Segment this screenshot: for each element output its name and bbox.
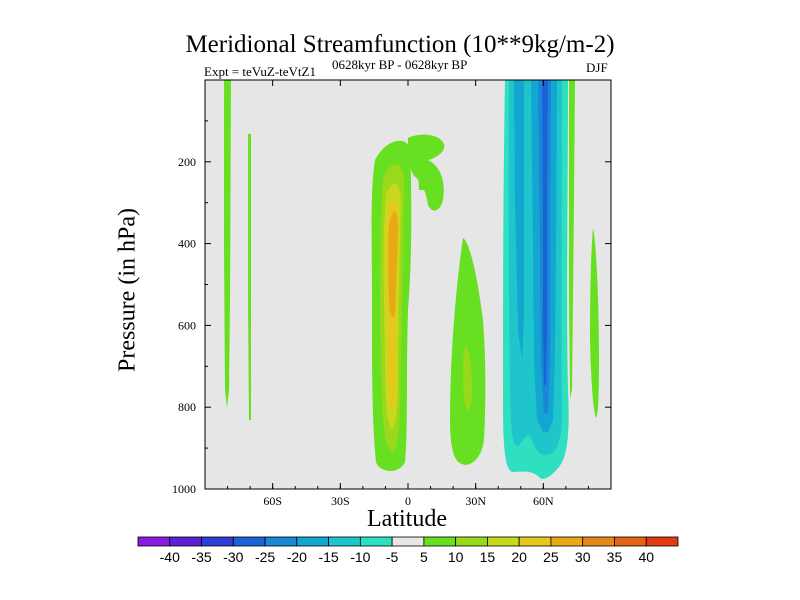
y-tick-label: 600 — [178, 318, 196, 332]
colorbar-label: -25 — [255, 549, 275, 565]
colorbar-label: -40 — [160, 549, 180, 565]
contour-south-subpolar-band — [248, 134, 251, 420]
colorbar-label: 25 — [543, 549, 559, 565]
x-tick-label: 60N — [533, 494, 554, 508]
colorbar-swatch — [264, 536, 298, 547]
colorbar-label: 15 — [480, 549, 496, 565]
colorbar-swatch — [232, 536, 266, 547]
colorbar-swatch — [614, 536, 647, 547]
contour-equatorial-upper-branch — [408, 134, 445, 211]
x-ticks: 60S 30S 0 30N 60N — [227, 80, 589, 508]
contour-tropical-cell — [371, 140, 412, 471]
colorbar-swatch — [423, 536, 457, 547]
colorbar-swatch — [645, 536, 679, 547]
y-tick-label: 800 — [178, 400, 196, 414]
colorbar-label: 35 — [607, 549, 623, 565]
x-tick-label: 60S — [263, 494, 282, 508]
x-tick-label: 30S — [331, 494, 350, 508]
colorbar-swatch — [582, 536, 615, 547]
colorbar-label: 30 — [575, 549, 591, 565]
contour-south-polar-band — [224, 80, 231, 408]
colorbar-swatch — [201, 536, 234, 547]
contour-subtropical-cell — [450, 238, 486, 465]
colorbar-label: -20 — [287, 549, 307, 565]
colorbar-swatch — [550, 536, 584, 547]
colorbar-swatch — [359, 536, 393, 547]
colorbar-label: 40 — [638, 549, 654, 565]
x-tick-label: 30N — [465, 494, 486, 508]
x-axis-label: Latitude — [367, 506, 447, 532]
colorbar-swatch — [137, 536, 171, 547]
x-tick-label: 0 — [405, 494, 411, 508]
colorbar-label: -30 — [223, 549, 243, 565]
time-range-label: 0628kyr BP - 0628kyr BP — [332, 57, 468, 72]
colorbar-swatch — [169, 536, 202, 547]
colorbar-label: -35 — [191, 549, 211, 565]
colorbar-label: 5 — [420, 549, 428, 565]
y-tick-label: 200 — [178, 155, 196, 169]
colorbar-label: 20 — [511, 549, 527, 565]
colorbar-swatch — [328, 536, 361, 547]
colorbar-label: -5 — [386, 549, 399, 565]
colorbar-swatch — [487, 536, 520, 547]
colorbar-label: -15 — [318, 549, 338, 565]
y-tick-label: 400 — [178, 237, 196, 251]
y-tick-label: 1000 — [172, 482, 196, 496]
colorbar-label: -10 — [350, 549, 370, 565]
colorbar: -40 -35 -30 -25 -20 -15 -10 -5 5 10 15 20 25 30 35 40 — [137, 536, 679, 565]
contour-northern-polar-band — [590, 228, 599, 418]
contour-northern-thin-band — [569, 80, 575, 398]
experiment-label: Expt = teVuZ-teVtZ1 — [204, 64, 316, 79]
season-label: DJF — [586, 60, 608, 75]
colorbar-swatch — [518, 536, 552, 547]
contour-northern-negative-cell — [503, 80, 569, 479]
y-ticks: 200 400 600 800 1000 — [172, 120, 611, 496]
colorbar-label: 10 — [448, 549, 464, 565]
colorbar-swatch — [391, 536, 425, 547]
colorbar-swatch — [296, 536, 329, 547]
chart-title: Meridional Streamfunction (10**9kg/m-2) — [185, 31, 615, 58]
colorbar-swatch — [455, 536, 488, 547]
